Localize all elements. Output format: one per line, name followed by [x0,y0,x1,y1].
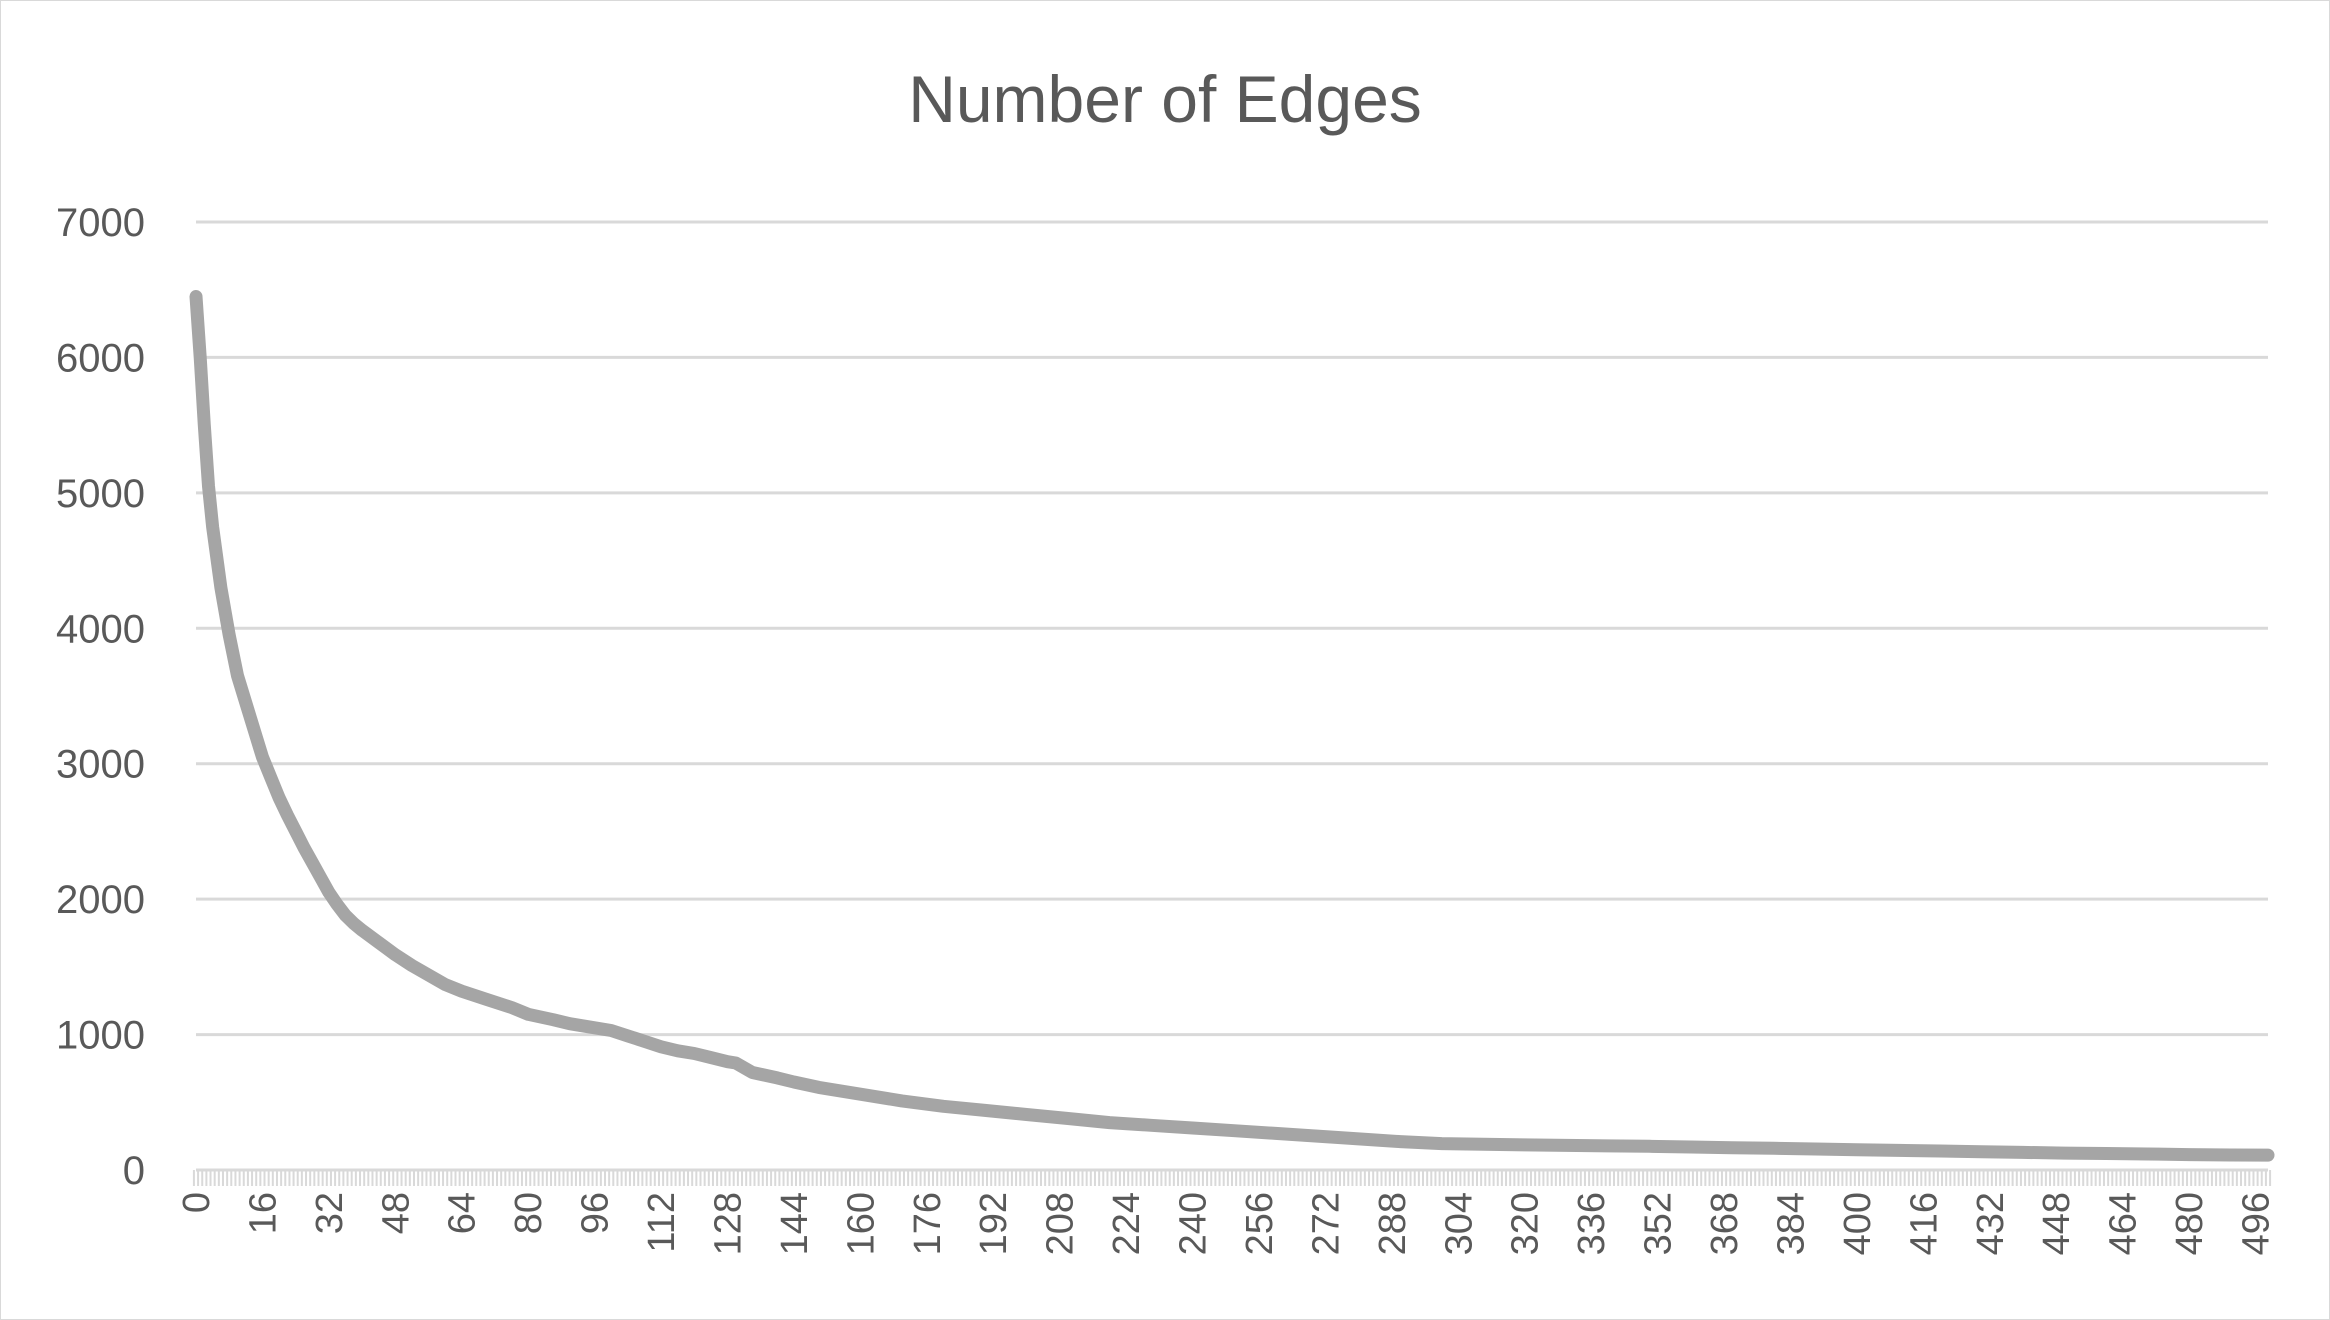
y-tick-label: 7000 [56,201,145,245]
y-tick-label: 0 [123,1149,145,1193]
x-tick-label: 480 [2169,1192,2211,1255]
y-tick-label: 6000 [56,336,145,380]
x-tick-label: 240 [1173,1192,1215,1255]
x-tick-label: 224 [1106,1192,1148,1255]
x-axis-ticks: 0 16 32 48 64 80 96 112 128 144 160 176 192 208 224 240… [176,1192,2278,1255]
x-tick-label: 32 [309,1192,351,1234]
x-tick-label: 176 [907,1192,949,1255]
y-tick-label: 4000 [56,607,145,651]
series-line-0 [189,290,2275,1162]
x-tick-label: 448 [2036,1192,2078,1255]
x-tick-label: 272 [1305,1192,1347,1255]
x-tick-label: 288 [1372,1192,1414,1255]
x-tick-label: 368 [1704,1192,1746,1255]
x-tick-label: 64 [442,1192,484,1234]
x-tick-label: 0 [176,1192,218,1213]
x-tick-label: 384 [1770,1192,1812,1255]
x-tick-label: 336 [1571,1192,1613,1255]
x-tick-label: 304 [1438,1192,1480,1255]
y-tick-label: 2000 [56,878,145,922]
chart-title: Number of Edges [908,62,1422,136]
x-tick-label: 256 [1239,1192,1281,1255]
x-tick-label: 208 [1040,1192,1082,1255]
x-tick-label: 48 [375,1192,417,1234]
x-tick-marks [192,1170,2272,1186]
x-tick-label: 400 [1837,1192,1879,1255]
y-tick-label: 1000 [56,1014,145,1058]
x-tick-label: 416 [1903,1192,1945,1255]
x-tick-label: 352 [1638,1192,1680,1255]
x-tick-label: 192 [973,1192,1015,1255]
x-tick-label: 144 [774,1192,816,1255]
y-tick-label: 3000 [56,743,145,787]
gridlines [196,220,2268,1037]
y-tick-label: 5000 [56,472,145,516]
x-tick-label: 464 [2103,1192,2145,1255]
x-axis [192,1168,2272,1186]
x-tick-label: 432 [1970,1192,2012,1255]
x-tick-label: 16 [242,1192,284,1234]
x-tick-label: 128 [707,1192,749,1255]
x-tick-label: 96 [575,1192,617,1234]
x-tick-label: 496 [2236,1192,2278,1255]
x-tick-label: 80 [508,1192,550,1234]
series-group [189,290,2275,1162]
x-tick-label: 320 [1505,1192,1547,1255]
x-tick-label: 112 [641,1192,683,1253]
x-tick-label: 160 [840,1192,882,1255]
y-axis: 0 1000 2000 3000 4000 5000 6000 7000 [56,201,145,1193]
